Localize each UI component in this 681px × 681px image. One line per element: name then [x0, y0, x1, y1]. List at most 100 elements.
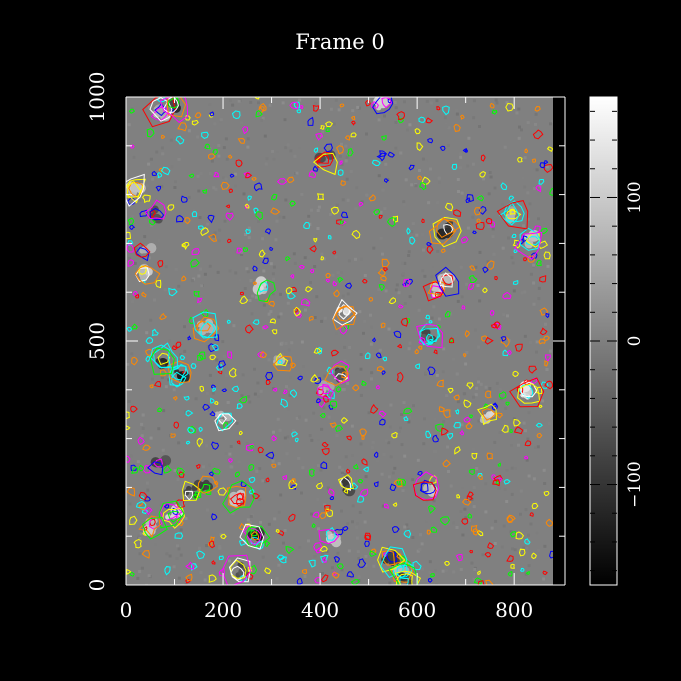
contour	[290, 362, 296, 369]
contour	[312, 152, 338, 176]
contour	[382, 356, 388, 362]
contour	[170, 433, 176, 438]
contour	[421, 176, 431, 186]
contour	[337, 277, 344, 284]
contour	[403, 416, 409, 422]
contour	[532, 225, 541, 234]
contour	[468, 469, 475, 476]
contour	[133, 538, 142, 549]
contour	[163, 464, 172, 474]
contour	[509, 208, 516, 215]
contour	[376, 152, 386, 162]
contour	[227, 351, 233, 359]
contour	[208, 153, 216, 160]
contour	[249, 488, 255, 495]
contour	[464, 329, 470, 338]
contour	[397, 304, 404, 309]
contour	[167, 97, 180, 109]
contour	[419, 182, 427, 191]
contour	[208, 574, 217, 583]
contour	[489, 220, 496, 228]
contour	[248, 463, 255, 471]
contour	[228, 154, 233, 159]
contour	[309, 268, 315, 274]
contour	[198, 351, 206, 360]
x-tick-label: 800	[495, 598, 533, 622]
contour	[361, 458, 368, 466]
contour	[513, 426, 524, 435]
contour	[469, 549, 473, 554]
contour	[403, 407, 413, 414]
contour	[373, 451, 379, 459]
contour	[130, 405, 138, 413]
contour	[512, 280, 519, 285]
contour	[373, 481, 379, 488]
contour	[361, 380, 367, 386]
contour	[221, 554, 252, 585]
contour	[372, 337, 376, 343]
contour	[130, 464, 137, 472]
contour	[396, 111, 406, 120]
contour	[139, 209, 148, 218]
contour	[173, 396, 178, 401]
contour	[500, 336, 510, 348]
contour	[144, 199, 167, 220]
contour	[391, 431, 398, 439]
contour	[149, 347, 175, 375]
contour	[364, 534, 371, 541]
contour	[313, 542, 323, 551]
contour	[222, 480, 256, 514]
contour	[500, 182, 508, 191]
contour	[312, 104, 320, 112]
contour	[313, 237, 318, 243]
contour	[330, 206, 340, 215]
contour	[428, 217, 457, 245]
contour	[524, 440, 532, 447]
contour	[282, 389, 288, 395]
contour	[425, 430, 431, 439]
contour	[252, 319, 260, 325]
contour	[236, 497, 246, 507]
contour	[509, 377, 545, 408]
contour	[242, 246, 249, 252]
contour	[159, 312, 168, 321]
contour	[237, 138, 246, 144]
contour	[211, 560, 216, 565]
contour	[173, 421, 180, 429]
contour	[392, 215, 399, 223]
contour	[245, 324, 254, 334]
contour	[319, 125, 325, 130]
contour	[258, 249, 266, 258]
contour	[275, 529, 280, 533]
contour	[432, 216, 462, 248]
contour	[138, 491, 148, 501]
contour	[252, 281, 257, 286]
contour	[506, 555, 514, 562]
contour	[196, 437, 203, 448]
contour	[471, 524, 478, 533]
contour	[291, 431, 299, 438]
contour	[211, 344, 219, 351]
contour	[256, 279, 276, 303]
contour	[480, 154, 486, 162]
contour	[353, 463, 359, 470]
contour	[305, 286, 313, 293]
contour	[245, 525, 271, 548]
contour	[133, 242, 151, 258]
contour	[248, 476, 256, 483]
contour	[238, 430, 244, 436]
contour	[269, 318, 277, 324]
contour	[543, 335, 550, 341]
y-tick-label: 1000	[85, 72, 109, 123]
contour	[129, 224, 136, 231]
contour	[391, 526, 400, 534]
contour	[333, 556, 340, 563]
contour	[157, 407, 163, 413]
contour	[485, 390, 492, 399]
contour	[245, 172, 253, 179]
contour	[428, 320, 433, 324]
contour	[388, 297, 397, 305]
contour	[428, 505, 436, 514]
contour	[444, 310, 451, 318]
